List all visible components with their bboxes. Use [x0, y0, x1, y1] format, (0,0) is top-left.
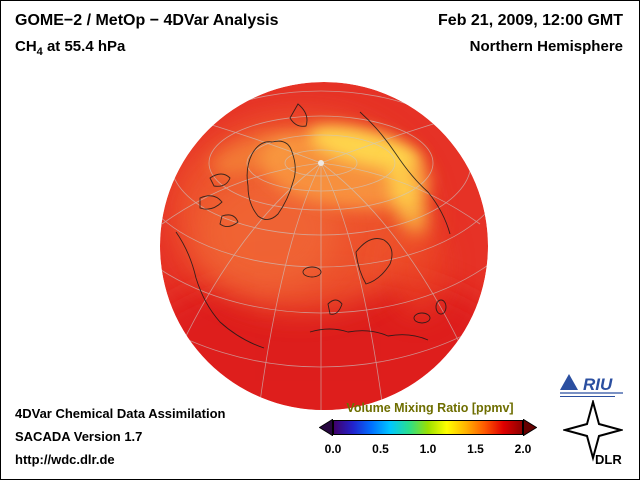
pole-dot	[318, 160, 324, 166]
colorbar-title: Volume Mixing Ratio [ppmv]	[346, 401, 514, 415]
colorbar	[319, 419, 541, 436]
datetime-label: Feb 21, 2009, 12:00 GMT	[438, 12, 623, 29]
credit-url: http://wdc.dlr.de	[15, 452, 115, 467]
pressure-level: at 55.4 hPa	[42, 38, 126, 55]
riu-logo-text: RIU	[583, 375, 613, 394]
riu-triangle-icon	[560, 374, 578, 390]
colorbar-arrow-left-icon	[319, 419, 333, 436]
datetime-block: Feb 21, 2009, 12:00 GMT Northern Hemisph…	[438, 12, 623, 55]
colorbar-tick: 1.0	[419, 442, 437, 456]
globe-svg	[160, 82, 488, 410]
figure-title-block: GOME−2 / MetOp − 4DVar Analysis CH4 at 5…	[15, 12, 279, 58]
colorbar-tick: 2.0	[514, 442, 532, 456]
colorbar-tick: 1.5	[467, 442, 484, 456]
colorbar-tick: 0.5	[372, 442, 389, 456]
species-subscript: 4	[36, 46, 43, 58]
globe-map	[160, 82, 488, 410]
coastlines	[175, 103, 451, 349]
dlr-logo-text: DLR	[595, 452, 622, 466]
title-line1: GOME−2 / MetOp − 4DVar Analysis	[15, 12, 279, 29]
species-symbol: CH	[15, 38, 37, 55]
credits-block: 4DVar Chemical Data Assimilation SACADA …	[15, 402, 226, 471]
credit-line2: SACADA Version 1.7	[15, 429, 143, 444]
colorbar-ticks: 0.0 0.5 1.0 1.5 2.0	[325, 442, 532, 456]
colorbar-gradient	[333, 420, 523, 435]
colorbar-block: Volume Mixing Ratio [ppmv] 0.0 0.5 1.0 1…	[319, 401, 541, 456]
graticule	[160, 82, 488, 410]
dlr-star-icon	[561, 398, 625, 462]
region-label: Northern Hemisphere	[469, 38, 623, 55]
colorbar-tick: 0.0	[324, 442, 342, 456]
riu-logo: RIU	[557, 370, 629, 405]
colorbar-arrow-right-icon	[523, 419, 537, 436]
dlr-logo: DLR	[561, 398, 625, 471]
credit-line1: 4DVar Chemical Data Assimilation	[15, 406, 226, 421]
title-line2: CH4 at 55.4 hPa	[15, 38, 279, 58]
